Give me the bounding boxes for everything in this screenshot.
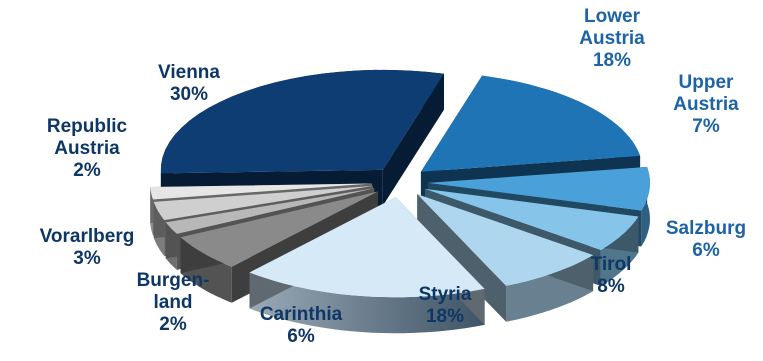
pie-slice-side — [249, 272, 485, 334]
label-lower-austria-line2: Austria — [579, 28, 645, 49]
label-republic-austria: Republic Austria 2% — [22, 116, 152, 182]
pie-slice-top — [165, 188, 375, 234]
pie-slice-edge — [382, 73, 444, 206]
label-republic-austria-line1: Republic — [46, 116, 128, 137]
label-upper-austria-line1: Upper — [678, 72, 734, 93]
label-vorarlberg-value: 3% — [73, 248, 101, 269]
label-lower-austria: Lower Austria 18% — [552, 6, 672, 72]
label-vorarlberg-line1: Vorarlberg — [39, 226, 135, 247]
pie-slice-styria — [249, 197, 485, 334]
label-lower-austria-value: 18% — [592, 50, 632, 71]
label-burgenland: Burgen- land 2% — [128, 270, 218, 336]
label-burgenland-value: 2% — [159, 314, 187, 335]
label-carinthia-line1: Carinthia — [259, 304, 343, 325]
pie-slice-top — [425, 188, 639, 250]
pie-slice-top — [417, 194, 594, 286]
label-styria: Styria 18% — [400, 284, 490, 328]
label-lower-austria-line1: Lower — [584, 6, 640, 27]
pie-slice-top — [249, 197, 485, 298]
label-salzburg: Salzburg 6% — [650, 218, 762, 262]
pie-slice-top — [428, 166, 650, 211]
label-vorarlberg: Vorarlberg 3% — [12, 226, 162, 270]
label-styria-line1: Styria — [418, 284, 472, 305]
label-tirol: Tirol 8% — [571, 254, 651, 298]
label-upper-austria-value: 7% — [692, 116, 720, 137]
label-tirol-value: 8% — [597, 276, 625, 297]
label-burgenland-line1: Burgen- — [136, 270, 210, 291]
label-salzburg-value: 6% — [692, 240, 720, 261]
label-republic-austria-line2: Austria — [54, 138, 120, 159]
label-styria-value: 18% — [425, 306, 465, 327]
pie-slice-top — [420, 75, 641, 172]
label-burgenland-line2: land — [153, 292, 193, 313]
label-tirol-line1: Tirol — [590, 254, 632, 275]
label-vienna: Vienna 30% — [134, 62, 244, 106]
label-vienna-value: 30% — [169, 84, 209, 105]
pie-slice-top — [180, 191, 378, 267]
pie-slice-top — [160, 69, 444, 174]
pie-slice-top — [153, 185, 373, 221]
label-carinthia-value: 6% — [287, 326, 315, 347]
label-vienna-line1: Vienna — [158, 62, 220, 83]
label-upper-austria-line2: Austria — [673, 94, 739, 115]
label-salzburg-line1: Salzburg — [665, 218, 747, 239]
label-carinthia: Carinthia 6% — [246, 304, 356, 348]
pie-slice-top — [150, 183, 373, 200]
label-upper-austria: Upper Austria 7% — [651, 72, 761, 138]
label-republic-austria-value: 2% — [73, 160, 101, 181]
